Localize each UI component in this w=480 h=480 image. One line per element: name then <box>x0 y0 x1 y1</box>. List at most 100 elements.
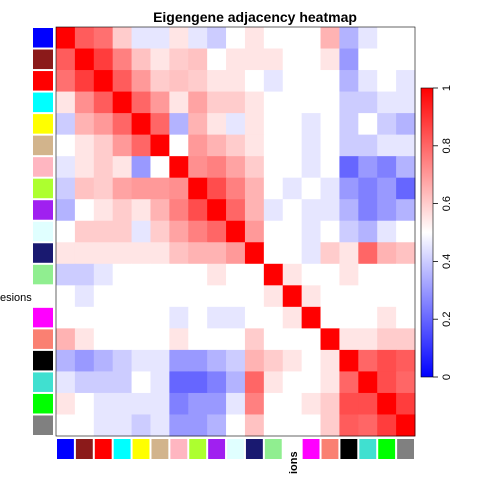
heatmap-cell-tan-salmon <box>320 134 340 157</box>
heatmap-cell-purple-greenyellow <box>188 199 208 222</box>
heatmap-cell-yellow-pink <box>169 113 189 136</box>
column-module-color-bars <box>57 439 414 459</box>
heatmap-cell-blue-salmon <box>320 27 340 49</box>
heatmap-cell-brown-grey <box>396 48 416 71</box>
heatmap-cell-grey-magenta <box>301 414 321 437</box>
row-color-bar-grey <box>33 415 53 435</box>
heatmap-cell-lightgreen-green <box>377 263 397 286</box>
heatmap-cell-green-white <box>282 392 303 415</box>
heatmap-cell-lightgreen-purple <box>207 263 227 286</box>
heatmap-cell-pink-pink <box>169 156 189 179</box>
heatmap-cell-green-yellow <box>131 392 151 415</box>
heatmap-cell-grey-cyan <box>112 414 132 437</box>
heatmap-cell-pink-turquoise <box>358 156 378 179</box>
heatmap-cell-blue-turquoise <box>358 27 378 49</box>
column-color-bar-white <box>283 439 301 459</box>
heatmap-cell-midnightblue-magenta <box>301 242 321 265</box>
heatmap-cell-yellow-tan <box>150 113 170 136</box>
heatmap-cell-salmon-greenyellow <box>188 328 208 351</box>
heatmap-cell-lightgreen-white <box>282 263 303 286</box>
heatmap-cell-magenta-tan <box>150 306 170 329</box>
heatmap-cell-red-grey <box>396 70 416 92</box>
heatmap-cell-turquoise-green <box>377 371 397 394</box>
heatmap-cell-greenyellow-brown <box>74 177 95 200</box>
heatmap-cell-pink-cyan <box>112 156 132 179</box>
heatmap-cell-greenyellow-yellow <box>131 177 151 200</box>
heatmap-cell-purple-green <box>377 199 397 222</box>
heatmap-cell-purple-salmon <box>320 199 340 222</box>
heatmap-cell-purple-lightgreen <box>263 199 284 222</box>
heatmap-cell-purple-grey <box>396 199 416 222</box>
heatmap-cell-brown-lightcyan <box>226 48 246 71</box>
heatmap-cell-green-pink <box>169 392 189 415</box>
heatmap-cell-magenta-pink <box>169 306 189 329</box>
heatmap-cell-black-tan <box>150 349 170 372</box>
heatmap-cell-white-purple <box>207 285 227 308</box>
heatmap-cell-cyan-turquoise <box>358 91 378 114</box>
colorbar-tick-label: 0 <box>441 374 453 380</box>
heatmap-cell-green-lightgreen <box>263 392 284 415</box>
heatmap-cell-yellow-salmon <box>320 113 340 136</box>
heatmap-cell-blue-green <box>377 27 397 49</box>
heatmap-cell-turquoise-greenyellow <box>188 371 208 394</box>
heatmap-cell-salmon-green <box>377 328 397 351</box>
heatmap-cell-tan-greenyellow <box>188 134 208 157</box>
heatmap-cell-black-yellow <box>131 349 151 372</box>
heatmap-cell-yellow-magenta <box>301 113 321 136</box>
heatmap-cell-lightcyan-blue <box>56 220 76 243</box>
heatmap-cell-midnightblue-salmon <box>320 242 340 265</box>
chart-title: Eigengene adjacency heatmap <box>153 9 357 25</box>
heatmap-cell-magenta-grey <box>396 306 416 329</box>
heatmap-cell-green-purple <box>207 392 227 415</box>
heatmap-cell-turquoise-yellow <box>131 371 151 394</box>
heatmap-cell-black-turquoise <box>358 349 378 372</box>
heatmap-cell-blue-tan <box>150 27 170 49</box>
heatmap-cell-salmon-salmon <box>320 328 340 351</box>
heatmap-cell-greenyellow-tan <box>150 177 170 200</box>
heatmap-cell-white-midnightblue <box>244 285 265 308</box>
row-color-bar-purple <box>33 200 53 220</box>
column-color-bar-greenyellow <box>189 439 207 459</box>
heatmap-cell-purple-lightcyan <box>226 199 246 222</box>
heatmap-cell-lightgreen-tan <box>150 263 170 286</box>
heatmap-cell-white-magenta <box>301 285 321 308</box>
heatmap-cell-green-blue <box>56 392 76 415</box>
heatmap-cell-lightcyan-purple <box>207 220 227 243</box>
heatmap-cell-turquoise-pink <box>169 371 189 394</box>
heatmap-cell-red-brown <box>74 70 95 92</box>
heatmap-cell-grey-brown <box>74 414 95 437</box>
heatmap-cell-brown-black <box>339 48 359 71</box>
heatmap-cell-white-black <box>339 285 359 308</box>
heatmap-cell-red-white <box>282 70 303 92</box>
heatmap-cell-pink-black <box>339 156 359 179</box>
heatmap-cell-white-white <box>282 285 303 308</box>
heatmap-cell-tan-lightgreen <box>263 134 284 157</box>
heatmap-cell-greenyellow-magenta <box>301 177 321 200</box>
heatmap-cell-brown-red <box>93 48 114 71</box>
heatmap-cell-turquoise-red <box>93 371 114 394</box>
heatmap-cell-salmon-cyan <box>112 328 132 351</box>
heatmap-cell-purple-red <box>93 199 114 222</box>
heatmap-cell-black-lightcyan <box>226 349 246 372</box>
heatmap-cell-tan-tan <box>150 134 170 157</box>
heatmap-cell-brown-purple <box>207 48 227 71</box>
heatmap-cell-brown-tan <box>150 48 170 71</box>
heatmap-cell-pink-green <box>377 156 397 179</box>
heatmap-cell-lightgreen-yellow <box>131 263 151 286</box>
column-color-bar-black <box>340 439 358 459</box>
heatmap-cell-lightcyan-pink <box>169 220 189 243</box>
heatmap-cell-tan-lightcyan <box>226 134 246 157</box>
heatmap-cell-yellow-purple <box>207 113 227 136</box>
heatmap-cell-green-green <box>377 392 397 415</box>
heatmap-cell-cyan-cyan <box>112 91 132 114</box>
heatmap-cell-turquoise-midnightblue <box>244 371 265 394</box>
heatmap-cell-greenyellow-turquoise <box>358 177 378 200</box>
heatmap-cell-greenyellow-salmon <box>320 177 340 200</box>
heatmap-cell-tan-yellow <box>131 134 151 157</box>
heatmap-cell-red-red <box>93 70 114 92</box>
heatmap-cell-white-lightgreen <box>263 285 284 308</box>
column-color-bar-yellow <box>132 439 150 459</box>
heatmap-cell-purple-midnightblue <box>244 199 265 222</box>
heatmap-cell-green-cyan <box>112 392 132 415</box>
column-color-bar-salmon <box>321 439 339 459</box>
